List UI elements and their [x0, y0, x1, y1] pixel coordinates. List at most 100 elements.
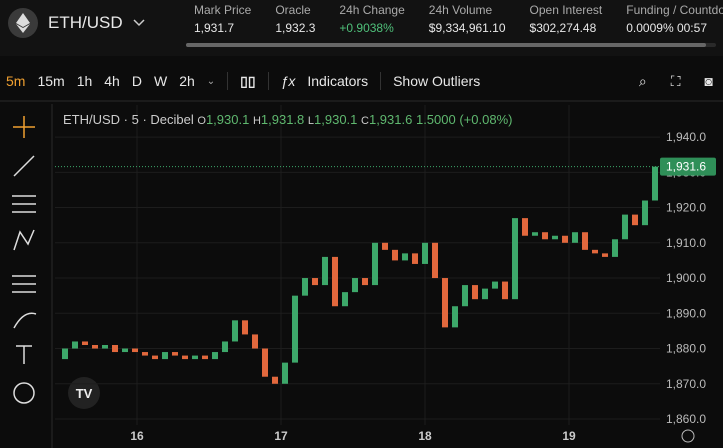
interval-button[interactable]: 1h [76, 73, 93, 89]
candle-body [502, 281, 508, 300]
interval-button[interactable]: 15m [37, 73, 65, 89]
stat: Mark Price 1,931.7 [182, 0, 263, 40]
candle-body [322, 256, 328, 286]
y-tick-label: 1,910.0 [666, 236, 706, 250]
candle-body [472, 285, 478, 300]
stat-label: Oracle [275, 3, 311, 17]
fullscreen-button[interactable]: ⛶ [670, 72, 681, 89]
candle-body [192, 355, 198, 360]
change: 1.5000 (+0.08%) [416, 112, 512, 127]
legend-title: ETH/USD · 5 · Decibel [63, 112, 197, 127]
candle-body [562, 235, 568, 243]
candle-body [352, 278, 358, 293]
candle-body [82, 341, 88, 345]
candle-body [102, 345, 108, 349]
candle-body [572, 232, 578, 243]
candle-body [162, 352, 168, 360]
stat-label: 24h Volume [428, 3, 493, 17]
candle-body [362, 278, 368, 286]
stat: Open Interest $302,274.48 [518, 0, 615, 40]
stat-label: Open Interest [529, 3, 603, 17]
stat-label: Funding / Countdown [626, 3, 723, 17]
svg-text:TV: TV [76, 386, 93, 401]
fx-icon: ƒx [280, 73, 296, 89]
candle-body [412, 253, 418, 264]
candle-body [282, 362, 288, 384]
ohlc-value: 1,931.8 [261, 112, 308, 127]
candle-body [222, 341, 228, 353]
candle-body [622, 214, 628, 240]
toolbar: 5m 15m 1h 4h D W 2h ⌄ ▯▯ ƒx Indicators Show Outlier… [0, 66, 723, 96]
ohlc-value: 1,930.1 [314, 112, 361, 127]
candle-body [182, 355, 188, 360]
screenshot-button[interactable]: ◙ [704, 73, 713, 89]
candle-body [272, 376, 278, 384]
candle-body [62, 348, 68, 360]
candle-body [202, 355, 208, 360]
candle-body [652, 166, 658, 201]
y-tick-label: 1,900.0 [666, 271, 706, 285]
candle-body [542, 232, 548, 240]
x-tick-label: 18 [418, 429, 432, 443]
candle-body [512, 218, 518, 300]
candle-body [452, 306, 458, 328]
candle-body [382, 242, 388, 250]
separator [380, 72, 382, 90]
x-tick-label: 17 [274, 429, 288, 443]
candle-body [142, 352, 148, 356]
candle-body [342, 292, 348, 307]
ohlc-value: 1,931.6 [369, 112, 416, 127]
interval-button[interactable]: 4h [104, 73, 120, 89]
candle-body [582, 232, 588, 250]
separator [267, 72, 269, 90]
candle-body [532, 232, 538, 236]
current-price-label: 1,931.6 [666, 160, 706, 174]
ohlc-label: O [197, 115, 206, 127]
separator [227, 72, 229, 90]
candle-body [422, 242, 428, 264]
stat-label: Mark Price [194, 3, 252, 17]
stat: Funding / Countdown 0.0009% 00:57 [614, 0, 723, 40]
symbol-selector[interactable]: ETH/USD [8, 8, 168, 38]
legend: ETH/USD · 5 · Decibel O1,930.1 H1,931.8 … [63, 112, 512, 127]
y-tick-label: 1,920.0 [666, 201, 706, 215]
indicators-button[interactable]: Indicators [307, 73, 369, 89]
candle-body [522, 218, 528, 236]
candle-body [592, 249, 598, 254]
interval-button[interactable]: 2h [179, 73, 195, 89]
candle-body [642, 200, 648, 226]
interval-button[interactable]: W [153, 73, 168, 89]
interval-button[interactable]: D [131, 73, 142, 89]
candle-body [402, 253, 408, 261]
show-outliers-button[interactable]: Show Outliers [393, 73, 481, 89]
stat: Oracle 1,932.3 [263, 0, 327, 40]
current-price-tag [660, 157, 716, 176]
ohlc-label: L [308, 115, 314, 127]
interval-button[interactable]: 5m [6, 73, 26, 89]
candle-body [392, 249, 398, 261]
candle-body [442, 278, 448, 328]
candle-body [242, 320, 248, 335]
stat-value: 0.0009% 00:57 [626, 21, 707, 35]
symbol: ETH/USD [48, 13, 123, 32]
candle-body [72, 341, 78, 349]
candle-body [122, 348, 128, 353]
scrollbar[interactable] [186, 43, 716, 47]
candle-type-button[interactable]: ▯▯ [240, 72, 256, 89]
candle-body [132, 348, 138, 353]
stat-value: 1,931.7 [194, 21, 235, 35]
candle-body [112, 345, 118, 353]
candle-body [482, 288, 488, 300]
y-tick-label: 1,870.0 [666, 377, 706, 391]
stat-value: +0.9038% [339, 21, 394, 35]
zoom-button[interactable]: ⌕ [638, 72, 647, 89]
candle-body [292, 295, 298, 363]
candle-body [92, 345, 98, 349]
candle-body [302, 278, 308, 296]
stat-value: $302,274.48 [529, 21, 597, 35]
stat-value: $9,334,961.10 [428, 21, 506, 35]
ohlc-value: 1,930.1 [206, 112, 253, 127]
eth-logo [8, 8, 38, 38]
